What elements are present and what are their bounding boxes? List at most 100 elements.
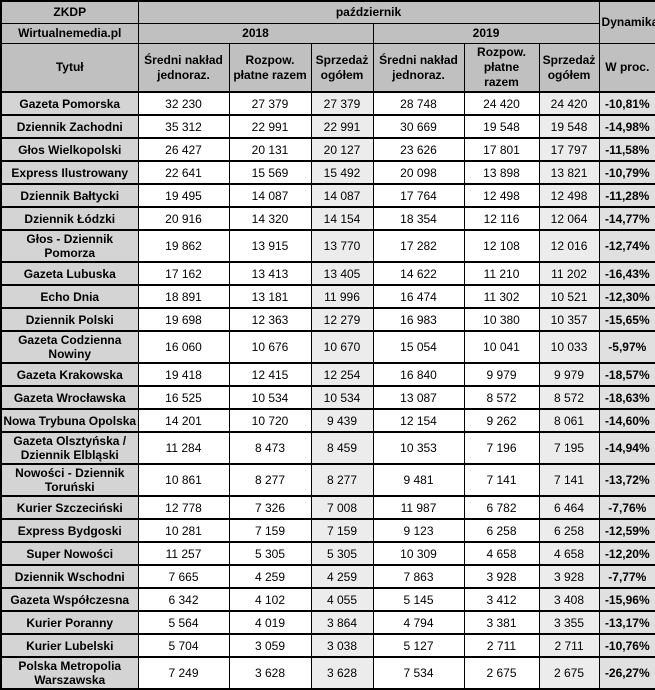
cell-paid-distribution-2018: 3 059 [228, 633, 312, 658]
cell-paid-distribution-2018: 10 534 [228, 385, 312, 410]
cell-paid-distribution-2018: 10 720 [228, 408, 312, 433]
cell-total-sales-2019: 8 572 [538, 385, 600, 410]
cell-total-sales-2019: 10 357 [538, 307, 600, 332]
cell-paid-distribution-2019: 8 572 [463, 385, 540, 410]
row-title: Dziennik Bałtycki [0, 183, 139, 208]
cell-paid-distribution-2018: 12 363 [228, 307, 312, 332]
cell-percent: -14,94% [598, 431, 655, 465]
cell-paid-distribution-2019: 10 041 [463, 330, 540, 364]
cell-avg-circulation-2018: 16 060 [137, 330, 230, 364]
cell-paid-distribution-2019: 10 380 [463, 307, 540, 332]
table-body: Gazeta Pomorska 32 230 27 379 27 379 28 … [0, 91, 655, 690]
cell-paid-distribution-2018: 10 676 [228, 330, 312, 364]
row-title: Dziennik Zachodni [0, 114, 139, 139]
cell-total-sales-2018: 3 864 [310, 610, 374, 635]
table-row: Kurier Szczeciński 12 778 7 326 7 008 11… [0, 495, 655, 520]
cell-paid-distribution-2019: 9 979 [463, 362, 540, 387]
col-header-total-sales-2018: Sprzedaż ogółem [310, 43, 374, 93]
cell-paid-distribution-2018: 14 320 [228, 206, 312, 231]
cell-avg-circulation-2018: 18 891 [137, 284, 230, 309]
cell-avg-circulation-2019: 9 481 [372, 463, 465, 497]
cell-avg-circulation-2018: 11 284 [137, 431, 230, 465]
table-row: Gazeta Codzienna Nowiny 16 060 10 676 10… [0, 330, 655, 364]
cell-paid-distribution-2018: 4 102 [228, 587, 312, 612]
cell-total-sales-2019: 12 064 [538, 206, 600, 231]
cell-percent: -12,20% [598, 541, 655, 566]
cell-total-sales-2019: 2 711 [538, 633, 600, 658]
cell-avg-circulation-2018: 19 698 [137, 307, 230, 332]
table-row: Nowości - Dziennik Toruński 10 861 8 277… [0, 463, 655, 497]
cell-total-sales-2018: 20 127 [310, 137, 374, 162]
cell-paid-distribution-2018: 13 915 [228, 229, 312, 263]
cell-percent: -18,57% [598, 362, 655, 387]
cell-percent: -12,74% [598, 229, 655, 263]
cell-avg-circulation-2019: 23 626 [372, 137, 465, 162]
cell-paid-distribution-2019: 11 210 [463, 261, 540, 286]
cell-total-sales-2018: 15 492 [310, 160, 374, 185]
cell-percent: -14,98% [598, 114, 655, 139]
site-label: Wirtualnemedia.pl [0, 23, 139, 44]
cell-total-sales-2018: 4 259 [310, 564, 374, 589]
cell-avg-circulation-2019: 10 309 [372, 541, 465, 566]
cell-percent: -14,77% [598, 206, 655, 231]
row-title: Express Bydgoski [0, 518, 139, 543]
header-row-2: Wirtualnemedia.pl 2018 2019 [0, 23, 655, 44]
table-row: Głos Wielkopolski 26 427 20 131 20 127 2… [0, 137, 655, 162]
cell-avg-circulation-2019: 13 087 [372, 385, 465, 410]
cell-avg-circulation-2019: 5 145 [372, 587, 465, 612]
cell-paid-distribution-2019: 3 412 [463, 587, 540, 612]
cell-avg-circulation-2018: 7 249 [137, 656, 230, 690]
cell-paid-distribution-2019: 24 420 [463, 91, 540, 116]
cell-avg-circulation-2018: 20 916 [137, 206, 230, 231]
cell-avg-circulation-2018: 17 162 [137, 261, 230, 286]
cell-avg-circulation-2019: 16 840 [372, 362, 465, 387]
table-row: Nowa Trybuna Opolska 14 201 10 720 9 439… [0, 408, 655, 433]
cell-percent: -5,97% [598, 330, 655, 364]
header-row-3: Tytuł Średni nakład jednoraz. Rozpow. pł… [0, 43, 655, 93]
cell-percent: -13,72% [598, 463, 655, 497]
cell-paid-distribution-2018: 8 473 [228, 431, 312, 465]
table-row: Gazeta Olsztyńska / Dziennik Elbląski 11… [0, 431, 655, 465]
cell-total-sales-2019: 3 408 [538, 587, 600, 612]
cell-paid-distribution-2019: 3 381 [463, 610, 540, 635]
cell-total-sales-2019: 8 061 [538, 408, 600, 433]
cell-paid-distribution-2018: 3 628 [228, 656, 312, 690]
table-row: Dziennik Łódzki 20 916 14 320 14 154 18 … [0, 206, 655, 231]
cell-paid-distribution-2019: 7 141 [463, 463, 540, 497]
cell-avg-circulation-2019: 17 282 [372, 229, 465, 263]
cell-percent: -12,59% [598, 518, 655, 543]
cell-avg-circulation-2018: 19 495 [137, 183, 230, 208]
cell-total-sales-2018: 3 038 [310, 633, 374, 658]
cell-total-sales-2019: 10 521 [538, 284, 600, 309]
cell-total-sales-2019: 12 498 [538, 183, 600, 208]
cell-percent: -10,76% [598, 633, 655, 658]
cell-paid-distribution-2018: 5 305 [228, 541, 312, 566]
cell-total-sales-2019: 2 675 [538, 656, 600, 690]
cell-paid-distribution-2018: 4 259 [228, 564, 312, 589]
cell-percent: -12,30% [598, 284, 655, 309]
cell-avg-circulation-2018: 7 665 [137, 564, 230, 589]
row-title: Polska Metropolia Warszawska [0, 656, 139, 690]
cell-total-sales-2018: 5 305 [310, 541, 374, 566]
cell-total-sales-2019: 4 658 [538, 541, 600, 566]
source-label: ZKDP [0, 0, 139, 24]
cell-avg-circulation-2018: 22 641 [137, 160, 230, 185]
cell-paid-distribution-2019: 7 196 [463, 431, 540, 465]
cell-paid-distribution-2019: 4 658 [463, 541, 540, 566]
cell-paid-distribution-2019: 12 116 [463, 206, 540, 231]
col-header-paid-distribution-2018: Rozpow. płatne razem [228, 43, 312, 93]
table-row: Dziennik Bałtycki 19 495 14 087 14 087 1… [0, 183, 655, 208]
month-header: październik [137, 0, 600, 24]
cell-total-sales-2019: 13 821 [538, 160, 600, 185]
col-header-avg-circulation-2018: Średni nakład jednoraz. [137, 43, 230, 93]
cell-total-sales-2018: 12 254 [310, 362, 374, 387]
cell-total-sales-2019: 12 016 [538, 229, 600, 263]
dynamics-header: Dynamika [598, 0, 655, 44]
table-row: Dziennik Zachodni 35 312 22 991 22 991 3… [0, 114, 655, 139]
cell-avg-circulation-2018: 14 201 [137, 408, 230, 433]
cell-total-sales-2018: 7 159 [310, 518, 374, 543]
cell-total-sales-2019: 24 420 [538, 91, 600, 116]
cell-percent: -11,28% [598, 183, 655, 208]
cell-avg-circulation-2018: 10 861 [137, 463, 230, 497]
